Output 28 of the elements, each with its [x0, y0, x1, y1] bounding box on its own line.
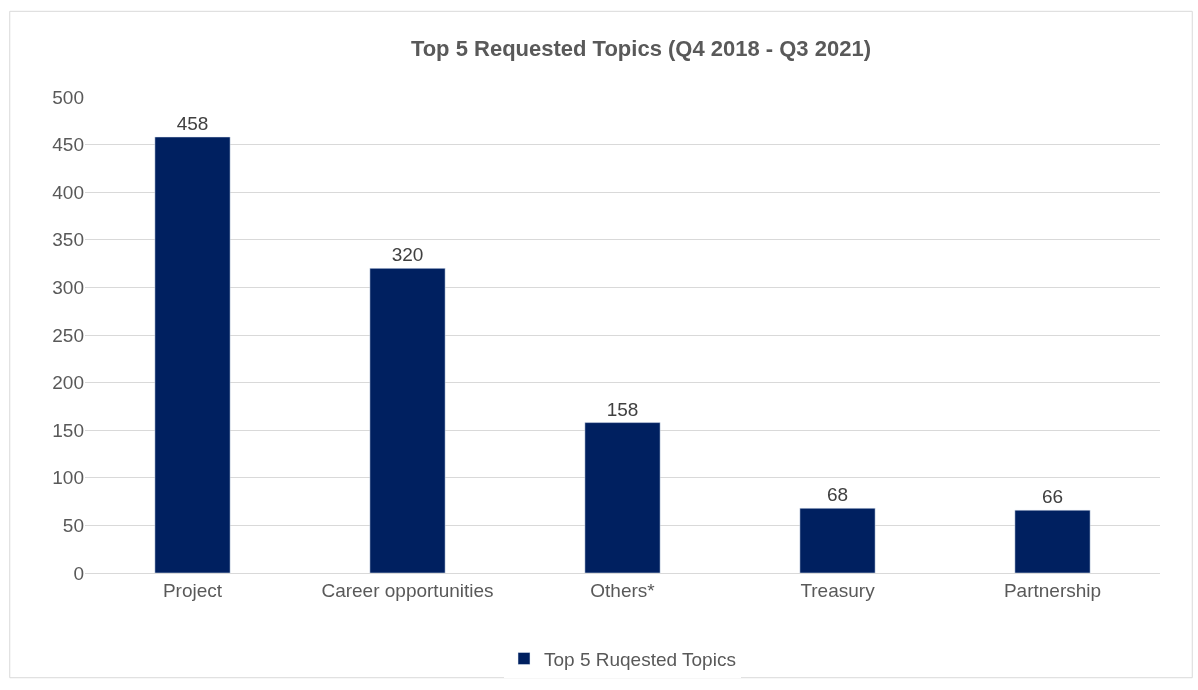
- data-label: 158: [606, 398, 639, 420]
- data-label: 68: [826, 484, 849, 506]
- x-tick-label: Treasury: [800, 579, 876, 601]
- bar: [369, 268, 446, 573]
- y-tick-label: 350: [52, 229, 84, 251]
- y-tick-label: 100: [52, 467, 84, 489]
- y-tick-label: 0: [73, 562, 84, 584]
- y-tick-label: 200: [52, 372, 84, 394]
- data-label: 66: [1041, 486, 1064, 508]
- y-tick-label: 400: [52, 181, 84, 203]
- data-label: 458: [176, 112, 209, 134]
- y-tick-label: 300: [52, 277, 84, 299]
- bar: [154, 136, 231, 573]
- y-tick-label: 50: [62, 515, 84, 537]
- y-tick-label: 500: [52, 86, 84, 108]
- chart-title: Top 5 Requested Topics (Q4 2018 - Q3 2021): [410, 36, 871, 61]
- bar: [584, 422, 661, 573]
- bar: [799, 508, 876, 573]
- bar: [1014, 509, 1091, 573]
- legend-label: Top 5 Ruqested Topics: [544, 648, 736, 670]
- x-tick-label: Partnership: [1003, 579, 1102, 601]
- x-tick-label: Career opportunities: [321, 579, 494, 601]
- y-tick-label: 150: [52, 419, 84, 441]
- y-tick-label: 250: [52, 324, 84, 346]
- y-tick-label: 450: [52, 134, 84, 156]
- x-tick-label: Others*: [590, 579, 656, 601]
- x-tick-label: Project: [162, 579, 223, 601]
- data-label: 320: [391, 244, 424, 266]
